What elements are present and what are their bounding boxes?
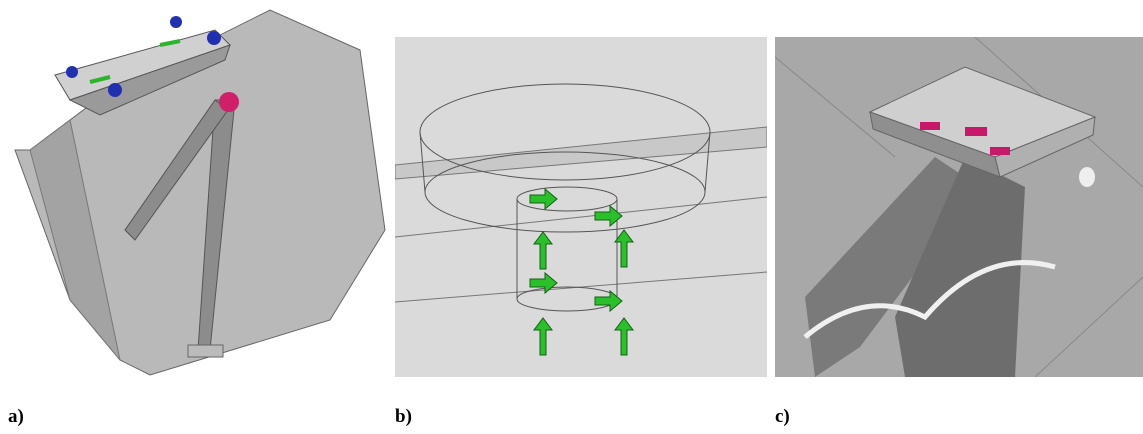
panel-a-image (0, 0, 390, 385)
panel-b-image (395, 37, 767, 377)
panel-label: b) (395, 406, 412, 428)
panel-c-image (775, 37, 1143, 377)
figure: a) b) c) (0, 0, 1143, 434)
panel-label: a) (8, 406, 24, 428)
panel-label: c) (775, 406, 790, 428)
